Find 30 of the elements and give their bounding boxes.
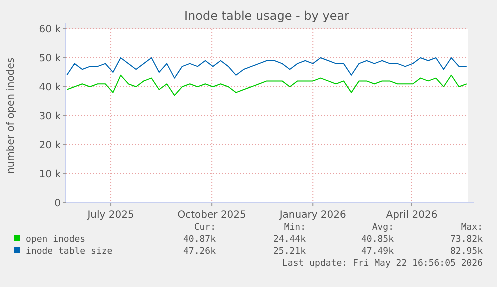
x-tick-label: October 2025 xyxy=(178,210,246,221)
x-tick-label: July 2025 xyxy=(86,210,134,221)
y-tick-label: 10 k xyxy=(39,170,62,180)
y-axis-title: number of open inodes xyxy=(6,58,17,174)
text: 40.87k xyxy=(183,235,217,245)
line-series xyxy=(66,58,468,79)
text: 40.85k xyxy=(361,235,395,245)
text: 47.26k xyxy=(183,247,217,257)
y-tick-label: 50 k xyxy=(39,54,62,64)
y-tick-label: 40 k xyxy=(39,82,62,94)
text: 82.95k xyxy=(450,247,484,257)
text: 24.44k xyxy=(273,235,307,245)
text: Last update: Fri May 22 16:56:05 2026 xyxy=(282,259,483,269)
text: 73.82k xyxy=(450,235,484,245)
y-tick-label: 60 k xyxy=(39,24,62,36)
line-series xyxy=(66,74,468,96)
y-tick-label: 0 xyxy=(54,198,61,210)
x-tick-label: April 2026 xyxy=(386,210,438,221)
text: 25.21k xyxy=(273,247,307,257)
legend-label: open inodes xyxy=(26,235,86,245)
legend-label: inode table size xyxy=(26,247,113,257)
text: Max: xyxy=(461,223,483,233)
x-tick-label: January 2026 xyxy=(278,210,346,221)
chart-title: Inode table usage - by year xyxy=(184,9,350,23)
text: 47.49k xyxy=(361,247,395,257)
text: Min: xyxy=(284,223,306,233)
y-tick-label: 30 k xyxy=(39,112,62,122)
text: Cur: xyxy=(194,223,216,233)
text: Avg: xyxy=(372,223,394,233)
y-tick-label: 20 k xyxy=(39,140,62,152)
